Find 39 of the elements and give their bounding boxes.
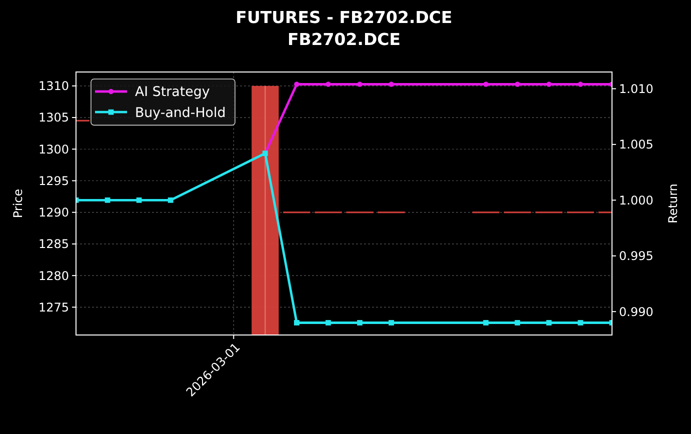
legend-label: Buy-and-Hold — [135, 106, 226, 121]
point — [294, 82, 300, 87]
point — [514, 320, 520, 326]
y-tick-label: 1295 — [38, 174, 69, 188]
point — [294, 320, 300, 326]
point — [357, 82, 362, 87]
y-axis-title: Price — [11, 188, 25, 218]
y2-tick-label: 0.995 — [619, 249, 654, 264]
point — [326, 82, 331, 87]
y2-tick-label: 1.005 — [619, 138, 654, 152]
point — [388, 82, 394, 87]
y2-axis-title: Return — [666, 184, 680, 224]
chart-title: FUTURES - FB2702.DCE — [236, 8, 452, 27]
y-tick-label: 1300 — [38, 142, 69, 156]
y-tick-label: 1310 — [38, 79, 69, 94]
chart-subtitle: FB2702.DCE — [287, 30, 401, 49]
point — [483, 82, 488, 87]
y-tick-label: 1275 — [38, 300, 69, 314]
point — [388, 320, 394, 326]
candlestick — [252, 85, 279, 335]
point — [104, 197, 110, 203]
point — [578, 82, 584, 87]
point — [136, 197, 142, 203]
point — [357, 320, 362, 326]
point — [514, 82, 520, 87]
legend-label: AI Strategy — [135, 85, 210, 100]
y-tick-label: 1290 — [38, 206, 69, 220]
point — [483, 320, 489, 326]
point — [326, 320, 331, 326]
y-tick-label: 1280 — [38, 268, 69, 283]
y2-tick-label: 0.990 — [619, 304, 654, 319]
point — [546, 320, 552, 326]
point — [578, 320, 584, 326]
y2-tick-label: 1.000 — [619, 193, 654, 208]
y2-tick-label: 1.010 — [619, 82, 654, 96]
point — [168, 197, 174, 203]
y-tick-label: 1305 — [38, 110, 69, 125]
y-tick-label: 1285 — [38, 237, 69, 252]
point — [546, 82, 552, 87]
